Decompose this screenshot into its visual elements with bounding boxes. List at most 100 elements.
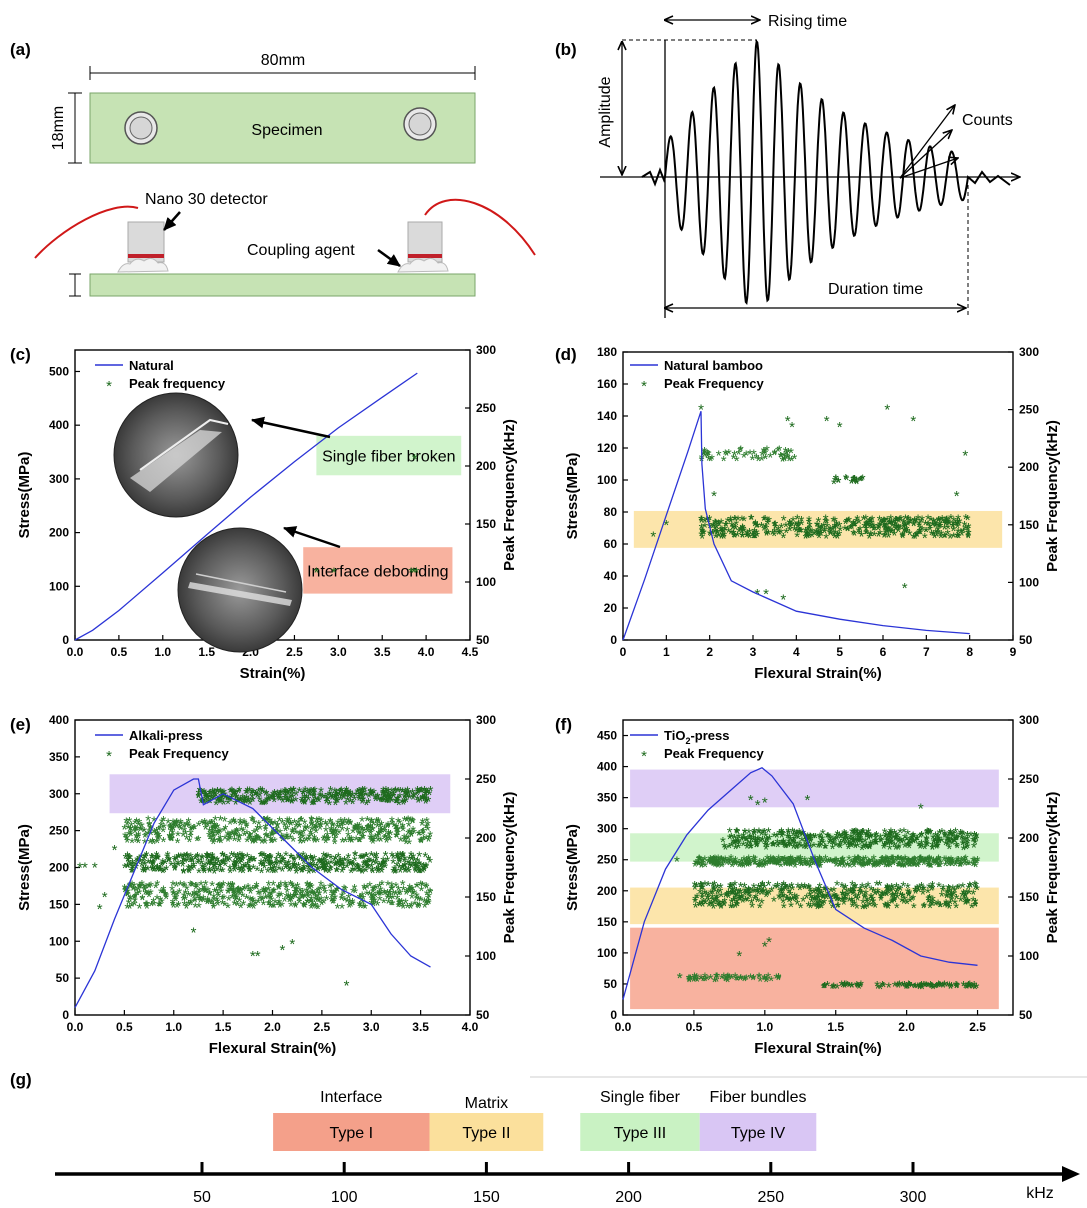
scatter-point-e-c2-259: * (150, 863, 156, 880)
scatter-point-e-c1-475: * (262, 836, 268, 853)
scatter-point-d-c0-384: * (797, 524, 803, 541)
scatter-point-e-c2-288: * (206, 863, 212, 880)
scatter-point-e-c1-1: * (222, 821, 228, 838)
panel-g-label: (g) (10, 1070, 32, 1089)
scatter-point-e-c2-334: * (247, 861, 253, 878)
scatter-point-e-c1-12: * (384, 834, 390, 851)
x-tick-label-e-0: 0.0 (67, 1020, 84, 1034)
scatter-point-e-c1-216: * (127, 823, 133, 840)
scatter-point-d-c0-205: * (716, 516, 722, 533)
scatter-point-e-c1-358: * (225, 834, 231, 851)
scatter-point-e-c1-452: * (148, 827, 154, 844)
scatter-point-e-c0-326: * (386, 795, 392, 812)
scatter-point-d-c0-381: * (796, 517, 802, 534)
scatter-point-e-c1-256: * (211, 822, 217, 839)
scatter-point-e-c2-298: * (409, 860, 415, 877)
scatter-point-e-c0-305: * (236, 785, 242, 802)
scatter-point-d-c0-1: * (776, 527, 782, 544)
scatter-point-f-c1-435: * (917, 855, 923, 872)
scatter-point-e-c2-122: * (321, 861, 327, 878)
scatter-point-d-c0-314: * (902, 525, 908, 542)
scatter-point-f-5: * (918, 801, 924, 818)
y2-tick-label-c-3: 200 (476, 459, 496, 473)
scatter-point-e-c1-157: * (279, 815, 285, 832)
scatter-point-f-c1-445: * (954, 856, 960, 873)
scatter-point-d-c1-6: * (784, 449, 790, 466)
scatter-point-e-c2-94: * (201, 861, 207, 878)
scatter-point-e-c2-172: * (311, 859, 317, 876)
scatter-point-d-c0-259: * (826, 523, 832, 540)
scatter-point-e-c1-136: * (360, 822, 366, 839)
scatter-point-e-c2-241: * (406, 865, 412, 882)
scatter-point-d-c1-47: * (778, 449, 784, 466)
scatter-point-d-c0-58: * (730, 521, 736, 538)
scatter-point-e-c0-254: * (299, 795, 305, 812)
scatter-point-e-c1-412: * (340, 834, 346, 851)
scatter-point-e-c3-482: * (416, 893, 422, 910)
band-c-1 (303, 547, 453, 594)
scatter-point-f-c4-88: * (841, 978, 847, 995)
scatter-point-e-c2-380: * (345, 850, 351, 867)
scatter-point-d-c1-40: * (738, 442, 744, 459)
scatter-point-e-c1-258: * (212, 812, 218, 829)
scatter-point-d-c0-377: * (954, 518, 960, 535)
scatter-point-e-c2-50: * (259, 848, 265, 865)
scatter-point-f-c3-57: * (738, 971, 744, 988)
scatter-point-e-c1-382: * (167, 830, 173, 847)
scatter-point-e-c2-276: * (126, 851, 132, 868)
scatter-point-f-c2-426: * (857, 885, 863, 902)
scatter-point-e-c2-65: * (365, 860, 371, 877)
scatter-point-e-c2-109: * (310, 855, 316, 872)
scatter-point-d-c0-239: * (867, 514, 873, 531)
scatter-point-f-c1-440: * (860, 852, 866, 869)
scatter-point-e-c2-137: * (300, 862, 306, 879)
scatter-point-e-c1-55: * (269, 816, 275, 833)
scatter-point-e-c1-211: * (401, 831, 407, 848)
y2-tick-label-f-1: 100 (1019, 949, 1039, 963)
scatter-point-e-c0-217: * (287, 785, 293, 802)
y2-tick-label-d-1: 100 (1019, 575, 1039, 589)
scatter-point-d-c1-50: * (786, 445, 792, 462)
scatter-point-e-c1-6: * (256, 817, 262, 834)
scatter-point-e-c1-234: * (282, 819, 288, 836)
scatter-point-e-c0-153: * (250, 793, 256, 810)
scatter-point-e-c2-325: * (143, 850, 149, 867)
scatter-point-e-c2-146: * (209, 858, 215, 875)
scatter-point-d-c1-43: * (724, 448, 730, 465)
scatter-point-e-c1-3: * (222, 832, 228, 849)
scatter-point-d-c0-325: * (899, 529, 905, 546)
scatter-point-e-c1-152: * (128, 826, 134, 843)
scatter-point-e-c1-378: * (207, 816, 213, 833)
scatter-point-e-c2-310: * (129, 864, 135, 881)
scatter-point-e-c2-7: * (251, 853, 257, 870)
scatter-point-f-c2-453: * (913, 886, 919, 903)
scatter-point-d-c0-77: * (761, 523, 767, 540)
scatter-point-f-c4-73: * (854, 979, 860, 996)
scatter-point-e-c0-315: * (214, 794, 220, 811)
scatter-point-d-c0-172: * (710, 519, 716, 536)
scatter-point-d-c0-206: * (872, 522, 878, 539)
scatter-point-d-c0-409: * (739, 521, 745, 538)
scatter-point-e-c2-212: * (390, 855, 396, 872)
scatter-point-e-c0-75: * (304, 791, 310, 808)
scatter-point-e-c1-130: * (168, 833, 174, 850)
scatter-point-e-c1-57: * (329, 826, 335, 843)
scatter-point-e-c0-156: * (369, 788, 375, 805)
scatter-point-e-c1-247: * (201, 817, 207, 834)
scatter-point-f-c1-432: * (700, 857, 706, 874)
scatter-point-e-c2-58: * (299, 864, 305, 881)
x-tick-label-d-9: 9 (1010, 645, 1017, 659)
scatter-point-d-c0-268: * (830, 514, 836, 531)
scatter-point-e-c2-12: * (278, 850, 284, 867)
scatter-point-e-c2-254: * (154, 863, 160, 880)
scatter-point-e-c2-142: * (242, 860, 248, 877)
scatter-point-d-c0-293: * (851, 518, 857, 535)
scatter-point-d-c0-218: * (965, 527, 971, 544)
scatter-point-e-c2-95: * (217, 860, 223, 877)
scatter-point-e-c1-155: * (172, 817, 178, 834)
scatter-point-e-c0-332: * (356, 791, 362, 808)
scatter-point-d-c0-418: * (911, 518, 917, 535)
scatter-point-d-c1-52: * (705, 446, 711, 463)
scatter-point-d-c0-62: * (749, 512, 755, 529)
scatter-point-d-c0-379: * (944, 513, 950, 530)
